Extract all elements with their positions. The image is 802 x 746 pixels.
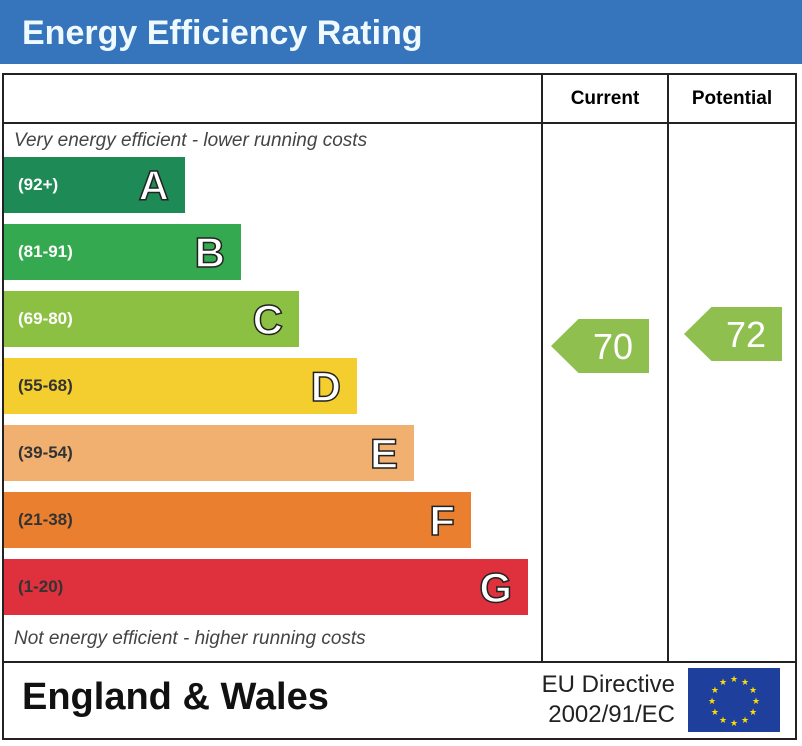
star-icon: ★ <box>749 707 757 717</box>
band-f: (21-38) F <box>4 492 471 548</box>
band-letter: F <box>429 496 456 545</box>
band-letter: A <box>138 161 170 210</box>
band-e: (39-54) E <box>4 425 414 481</box>
band-range: (55-68) <box>18 376 73 395</box>
band-letter: G <box>479 563 513 612</box>
band-letter: C <box>252 295 284 344</box>
column-header-current: Current <box>570 88 640 109</box>
potential-rating-arrow: 72 <box>684 307 782 361</box>
band-letter: E <box>369 429 399 478</box>
band-range: (39-54) <box>18 443 73 462</box>
band-range: (1-20) <box>18 577 64 596</box>
star-icon: ★ <box>719 715 727 725</box>
chart-title: Energy Efficiency Rating <box>0 0 802 64</box>
star-icon: ★ <box>730 674 738 684</box>
divider <box>541 73 543 663</box>
band-b: (81-91) B <box>4 224 241 280</box>
star-icon: ★ <box>730 718 738 728</box>
eu-directive-line1: EU Directive <box>541 671 675 698</box>
band-range: (69-80) <box>18 309 73 328</box>
eu-directive: EU Directive 2002/91/EC <box>520 670 675 730</box>
rating-table <box>2 73 797 740</box>
region-label: England & Wales <box>22 676 329 718</box>
column-header-potential: Potential <box>691 88 773 109</box>
star-icon: ★ <box>711 685 719 695</box>
star-icon: ★ <box>749 685 757 695</box>
star-icon: ★ <box>741 677 749 687</box>
band-letter: D <box>310 362 342 411</box>
star-icon: ★ <box>752 696 760 706</box>
band-a: (92+) A <box>4 157 185 213</box>
top-note: Very energy efficient - lower running co… <box>14 130 368 151</box>
band-g: (1-20) G <box>4 559 528 615</box>
star-icon: ★ <box>711 707 719 717</box>
band-range: (21-38) <box>18 510 73 529</box>
divider <box>2 661 797 663</box>
band-d: (55-68) D <box>4 358 357 414</box>
band-range: (92+) <box>18 175 59 194</box>
star-icon: ★ <box>741 715 749 725</box>
bottom-note: Not energy efficient - higher running co… <box>14 628 366 649</box>
band-c: (69-80) C <box>4 291 299 347</box>
divider <box>2 122 797 124</box>
band-letter: B <box>194 228 226 277</box>
band-range: (81-91) <box>18 242 73 261</box>
eu-directive-line2: 2002/91/EC <box>548 701 675 728</box>
divider <box>667 73 669 663</box>
star-icon: ★ <box>719 677 727 687</box>
star-icon: ★ <box>708 696 716 706</box>
eu-flag-icon: ★★★★★★★★★ ★ ★★ <box>688 668 780 732</box>
